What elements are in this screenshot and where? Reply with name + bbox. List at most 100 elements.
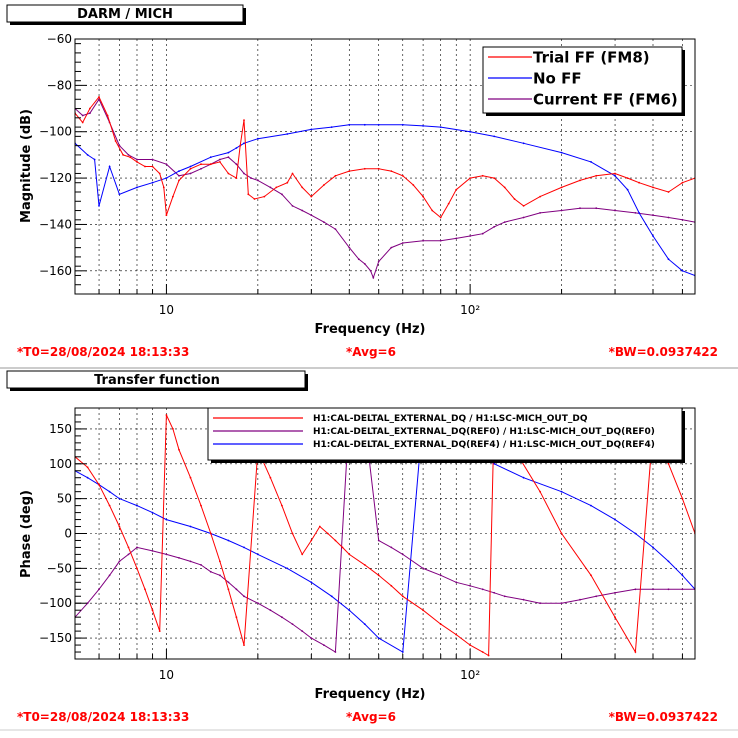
series-line [75,413,695,657]
data-point [377,123,380,126]
data-point [390,546,393,549]
data-point [129,156,132,159]
data-point [158,172,161,175]
data-point [269,186,272,189]
data-point [638,212,640,214]
data-point [626,177,629,180]
data-point [151,511,154,514]
data-point [455,633,458,636]
data-point [151,158,154,161]
y-tick-label: −100 [39,596,72,610]
data-point [431,209,434,212]
data-point [369,269,372,272]
data-point [127,546,130,549]
data-point [243,142,245,145]
data-point [323,184,325,186]
data-point [323,221,325,224]
data-point [108,165,111,168]
y-tick-label: −60 [47,32,72,46]
data-point [86,154,89,156]
data-point [247,193,250,196]
legend-label: Current FF (FM6) [533,90,678,108]
y-tick-label: −50 [47,561,72,575]
data-point [235,163,238,166]
data-point [422,195,424,198]
data-point [136,567,138,570]
y-tick-label: 50 [57,492,72,506]
data-point [235,588,238,591]
data-point [377,167,380,170]
magnitude-plot: −160 −140 −120 −100 −80 −60 10 10² Frequency (H… [19,32,696,337]
data-point [539,195,541,198]
data-point [301,186,304,189]
data-point [363,564,366,566]
data-point [503,221,506,224]
data-point [301,553,304,556]
data-point [579,598,581,601]
data-point [178,170,180,173]
data-point [118,497,121,500]
data-point [243,119,245,121]
data-point [334,539,337,542]
data-point [81,114,84,117]
data-point [269,476,272,479]
data-point [108,574,111,577]
data-point [455,188,458,191]
data-point [151,181,154,184]
data-point [638,181,640,184]
legend-label: H1:CAL-DELTAL_EXTERNAL_DQ / H1:LSC-MICH_… [313,414,588,424]
data-point [522,142,525,145]
data-point [136,546,138,549]
data-point [348,170,351,173]
data-point [189,525,192,528]
panel-0-title-box: DARM / MICH [6,4,246,25]
panel-1-footer-avg: *Avg=6 [346,710,396,724]
data-point [652,186,654,189]
data-point [652,546,654,549]
data-point [136,158,138,161]
data-point [469,235,471,237]
data-point [469,130,471,133]
data-point [681,269,684,272]
data-point [493,591,496,594]
data-point [209,163,212,166]
data-point [401,123,404,126]
data-point [310,195,313,198]
data-point [323,644,325,646]
data-point [209,570,212,573]
data-point [560,151,563,154]
data-point [227,156,230,159]
data-point [301,209,304,212]
data-point [422,239,424,242]
data-point [291,623,294,625]
data-point [106,114,109,117]
data-point [503,186,506,189]
data-point [310,539,313,542]
data-point [144,165,146,168]
data-point [401,651,404,653]
magnitude-legend: Trial FF (FM8) No FF Current FF (FM6) [482,46,685,116]
data-point [98,588,100,591]
data-point [286,181,289,184]
data-point [162,186,165,189]
y-tick-label: −120 [39,171,72,185]
data-point [579,207,581,210]
data-point [200,167,202,170]
data-point [114,140,117,142]
y-tick-label: −100 [39,125,72,139]
data-point [681,181,684,184]
data-point [652,214,654,217]
data-point [172,195,174,198]
panel-0-title: DARM / MICH [77,7,173,22]
data-point [652,235,654,237]
panel-1-footer-bw: *BW=0.0937422 [609,710,718,724]
data-point [422,567,424,570]
data-point [522,205,525,207]
data-point [81,121,84,124]
data-point [275,186,278,189]
data-point [144,588,146,591]
data-point [377,260,380,263]
data-point [189,165,192,168]
data-point [334,228,337,231]
data-point [189,476,192,479]
